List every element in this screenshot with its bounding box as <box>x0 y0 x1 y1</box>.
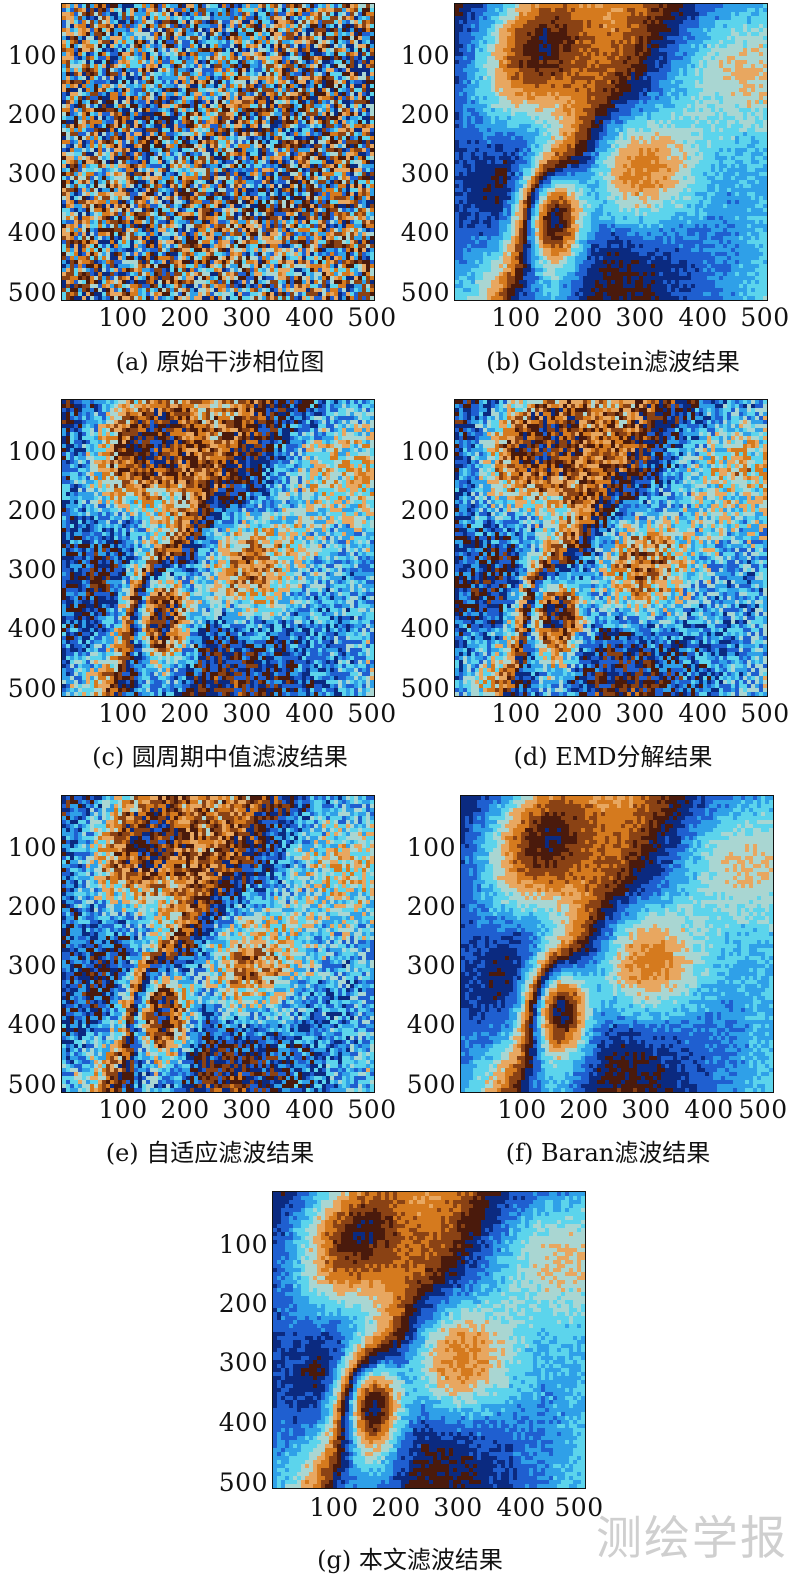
x-tick: 100 <box>93 701 153 726</box>
panel-b: 100 200 300 400 500 100 200 300 400 500 … <box>393 0 793 385</box>
y-tick: 400 <box>208 1410 268 1435</box>
phase-image-svg <box>62 796 374 1092</box>
panel-g: 100 200 300 400 500 100 200 300 400 500 … <box>210 1188 610 1588</box>
phase-image-f <box>460 795 774 1093</box>
x-tick: 300 <box>616 1097 676 1122</box>
phase-image-g <box>272 1191 586 1489</box>
y-tick: 300 <box>0 557 57 582</box>
y-tick: 300 <box>390 161 450 186</box>
y-tick: 100 <box>0 43 57 68</box>
x-tick: 500 <box>342 305 402 330</box>
panel-f: 100 200 300 400 500 100 200 300 400 500 … <box>393 792 793 1177</box>
phase-image-svg <box>455 400 767 696</box>
panel-caption: (d) EMD分解结果 <box>453 743 773 771</box>
x-tick: 100 <box>304 1495 364 1520</box>
x-tick: 100 <box>93 1097 153 1122</box>
panel-a: 100 200 300 400 500 100 200 300 400 500 … <box>0 0 400 385</box>
y-tick: 200 <box>396 894 456 919</box>
phase-image-svg <box>273 1192 585 1488</box>
phase-image-svg <box>455 4 767 300</box>
panel-caption: (g) 本文滤波结果 <box>270 1546 550 1574</box>
panel-e: 100 200 300 400 500 100 200 300 400 500 … <box>0 792 400 1177</box>
x-tick: 400 <box>679 1097 739 1122</box>
y-tick: 200 <box>390 498 450 523</box>
y-tick: 200 <box>208 1291 268 1316</box>
x-tick: 400 <box>280 701 340 726</box>
x-tick: 300 <box>217 305 277 330</box>
panel-caption: (a) 原始干涉相位图 <box>60 348 380 376</box>
x-tick: 400 <box>280 1097 340 1122</box>
x-tick: 400 <box>280 305 340 330</box>
x-tick: 200 <box>155 701 215 726</box>
x-tick: 200 <box>548 701 608 726</box>
y-tick: 400 <box>390 220 450 245</box>
x-tick: 500 <box>735 305 795 330</box>
phase-image-a <box>61 3 375 301</box>
y-tick: 500 <box>390 676 450 701</box>
y-tick: 100 <box>208 1232 268 1257</box>
x-tick: 500 <box>735 701 795 726</box>
y-tick: 400 <box>0 1012 57 1037</box>
y-tick: 100 <box>396 835 456 860</box>
y-tick: 200 <box>0 498 57 523</box>
x-tick: 500 <box>733 1097 793 1122</box>
x-tick: 400 <box>491 1495 551 1520</box>
x-tick: 200 <box>366 1495 426 1520</box>
x-tick: 200 <box>554 1097 614 1122</box>
phase-image-svg <box>461 796 773 1092</box>
phase-image-svg <box>62 4 374 300</box>
y-tick: 500 <box>208 1470 268 1495</box>
x-tick: 100 <box>492 1097 552 1122</box>
y-tick: 400 <box>0 616 57 641</box>
y-tick: 100 <box>390 43 450 68</box>
phase-image-e <box>61 795 375 1093</box>
y-tick: 500 <box>0 676 57 701</box>
y-tick: 100 <box>0 439 57 464</box>
x-tick: 300 <box>217 701 277 726</box>
y-tick: 100 <box>390 439 450 464</box>
x-tick: 400 <box>673 305 733 330</box>
y-tick: 500 <box>390 280 450 305</box>
phase-image-svg <box>62 400 374 696</box>
y-tick: 200 <box>390 102 450 127</box>
panel-d: 100 200 300 400 500 100 200 300 400 500 … <box>393 396 793 781</box>
y-tick: 200 <box>0 102 57 127</box>
y-tick: 300 <box>208 1350 268 1375</box>
y-tick: 500 <box>0 1072 57 1097</box>
x-tick: 200 <box>155 305 215 330</box>
y-tick: 400 <box>0 220 57 245</box>
panel-caption: (f) Baran滤波结果 <box>453 1139 763 1167</box>
y-tick: 400 <box>396 1012 456 1037</box>
x-tick: 500 <box>549 1495 609 1520</box>
x-tick: 300 <box>610 305 670 330</box>
x-tick: 100 <box>486 305 546 330</box>
x-tick: 400 <box>673 701 733 726</box>
y-tick: 300 <box>0 953 57 978</box>
y-tick: 200 <box>0 894 57 919</box>
phase-image-b <box>454 3 768 301</box>
y-tick: 300 <box>396 953 456 978</box>
y-tick: 500 <box>0 280 57 305</box>
y-tick: 300 <box>0 161 57 186</box>
x-tick: 100 <box>486 701 546 726</box>
panel-caption: (b) Goldstein滤波结果 <box>453 348 773 376</box>
x-tick: 300 <box>217 1097 277 1122</box>
phase-image-d <box>454 399 768 697</box>
y-tick: 400 <box>390 616 450 641</box>
x-tick: 200 <box>155 1097 215 1122</box>
y-tick: 500 <box>396 1072 456 1097</box>
panel-caption: (e) 自适应滤波结果 <box>60 1139 360 1167</box>
x-tick: 300 <box>610 701 670 726</box>
x-tick: 500 <box>342 1097 402 1122</box>
x-tick: 300 <box>428 1495 488 1520</box>
phase-image-c <box>61 399 375 697</box>
x-tick: 500 <box>342 701 402 726</box>
journal-watermark: 测绘学报 <box>596 1502 788 1568</box>
x-tick: 100 <box>93 305 153 330</box>
y-tick: 300 <box>390 557 450 582</box>
panel-c: 100 200 300 400 500 100 200 300 400 500 … <box>0 396 400 781</box>
x-tick: 200 <box>548 305 608 330</box>
y-tick: 100 <box>0 835 57 860</box>
panel-caption: (c) 圆周期中值滤波结果 <box>40 743 400 771</box>
